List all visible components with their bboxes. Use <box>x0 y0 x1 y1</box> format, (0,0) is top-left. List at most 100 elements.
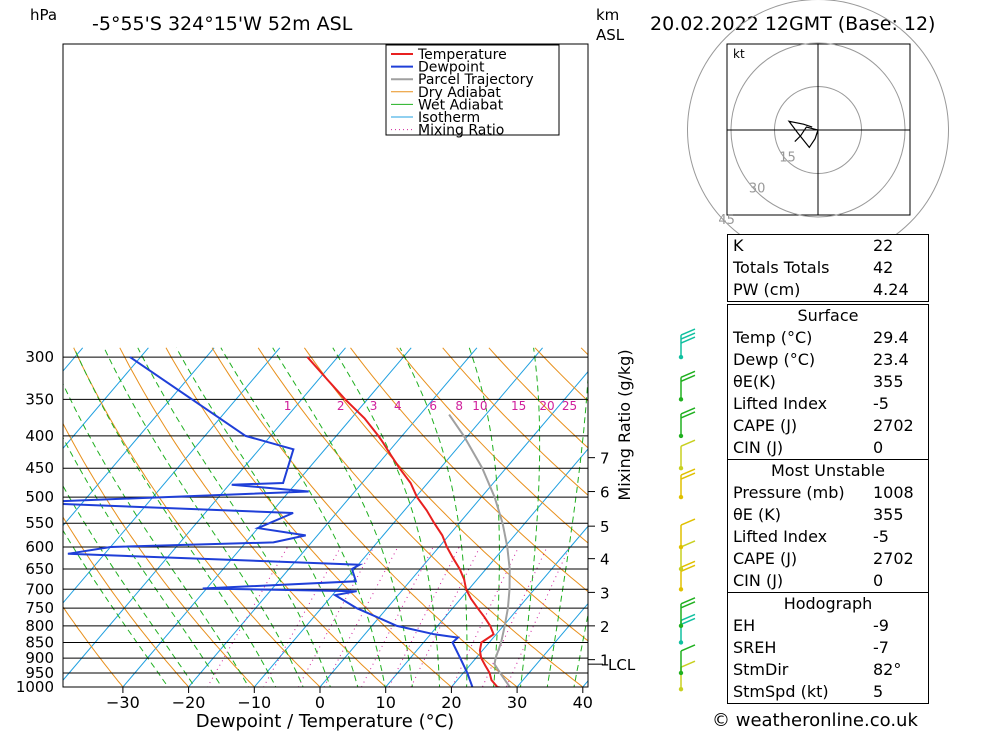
mixing-ratio-label: 25 <box>562 399 577 413</box>
wind-barb-dot <box>678 354 684 360</box>
km-tick-label: 4 <box>600 551 610 569</box>
dewpoint-line <box>63 356 474 687</box>
isotherm-line <box>516 602 588 687</box>
pressure-tick-label: 350 <box>25 390 54 408</box>
mixing-ratio-label: 4 <box>394 399 402 413</box>
dry-adiabat-line <box>303 347 588 642</box>
temp-tick-label: −20 <box>172 693 206 712</box>
pressure-tick-label: 300 <box>25 348 54 366</box>
km-tick-label: 7 <box>600 450 610 468</box>
mu-theta-e-row: θE (K) 355 <box>733 505 904 524</box>
wet-adiabat-line <box>332 347 441 687</box>
wind-barb-dot <box>678 566 684 572</box>
wind-barb-feather <box>680 597 696 605</box>
pressure-tick-label: 500 <box>25 488 54 506</box>
wet-adiabat-line <box>63 529 169 687</box>
mixing-ratio-line <box>481 546 548 687</box>
wind-barb-feather <box>680 336 696 344</box>
mixing-ratio-label: 6 <box>429 399 437 413</box>
wind-barb-dot <box>678 433 684 439</box>
km-tick-label: 3 <box>600 584 610 602</box>
dry-adiabat-line <box>996 348 1000 701</box>
wet-adiabat-line <box>220 347 386 687</box>
wet-adiabat-line <box>175 347 359 687</box>
totals-totals-row: Totals Totals 42 <box>733 258 894 277</box>
sreh-row: SREH -7 <box>733 638 889 657</box>
pw-row: PW (cm) 4.24 <box>733 280 909 299</box>
wind-barbs <box>678 328 696 692</box>
wind-barb-dot <box>678 494 684 500</box>
x-axis-title: Dewpoint / Temperature (°C) <box>196 711 454 732</box>
km-unit-label: km <box>596 6 619 24</box>
legend-wet-adiabat: Wet Adiabat <box>418 97 504 113</box>
legend-mixing-ratio: Mixing Ratio <box>418 123 504 139</box>
pressure-tick-label: 400 <box>25 427 54 445</box>
wind-barb-feather <box>680 601 696 609</box>
stmdir-row: StmDir 82° <box>733 660 902 679</box>
wind-barb-feather <box>680 468 696 476</box>
wind-barb-dot <box>678 686 684 692</box>
mu-pressure-row: Pressure (mb) 1008 <box>733 483 914 502</box>
temp-tick-label: 30 <box>507 693 527 712</box>
most-unstable-table: Most Unstable Pressure (mb) 1008 θE (K) 35… <box>727 459 929 593</box>
legend-dry-adiabat: Dry Adiabat <box>418 85 501 101</box>
wind-barb-dot <box>678 623 684 629</box>
wind-barb-feather <box>680 370 696 379</box>
mixing-ratio-label: 2 <box>337 399 345 413</box>
dry-adiabat-line <box>63 422 255 687</box>
eh-row: EH -9 <box>733 616 889 635</box>
temperature-line <box>306 356 504 687</box>
wind-barb-feather <box>680 439 696 447</box>
wind-barb-dot <box>678 397 684 402</box>
mixing-ratio-label: 8 <box>455 399 463 413</box>
surface-li-row: Lifted Index -5 <box>733 394 889 413</box>
km-tick-label: 5 <box>600 518 610 536</box>
temp-tick-label: 10 <box>376 693 396 712</box>
isotherm-line <box>63 347 346 681</box>
pressure-tick-label: 450 <box>25 459 54 477</box>
stmspd-row: StmSpd (kt) 5 <box>733 682 884 701</box>
legend-temperature: Temperature <box>417 47 507 63</box>
indices-table: K 22 Totals Totals 42 PW (cm) 4.24 <box>727 234 929 302</box>
km-tick-label: 6 <box>600 484 610 502</box>
asl-unit-label: ASL <box>596 26 625 44</box>
mixing-ratio-line <box>263 546 342 687</box>
temp-tick-label: 0 <box>315 693 325 712</box>
dry-adiabat-line <box>119 347 387 687</box>
isotherm-line <box>122 347 412 687</box>
mu-cin-row: CIN (J) 0 <box>733 571 884 590</box>
hodograph-ring-label: 45 <box>718 213 735 228</box>
hodograph-trace <box>787 120 819 149</box>
isotherm-line <box>63 347 215 527</box>
wind-barb-feather <box>680 540 696 548</box>
wind-barb-dot <box>678 640 684 645</box>
wind-barb-feather <box>680 328 696 336</box>
dry-adiabat-line <box>488 347 588 449</box>
wind-barb-feather <box>680 564 696 572</box>
pressure-tick-label: 900 <box>25 649 54 667</box>
isotherm-line <box>385 448 588 687</box>
pressure-tick-label: 850 <box>25 633 54 651</box>
km-tick-label: 2 <box>600 618 610 636</box>
dry-adiabat-line <box>73 347 321 687</box>
hodograph-ring-label: 30 <box>749 182 766 197</box>
surface-temp-row: Temp (°C) 29.4 <box>733 328 909 347</box>
dry-adiabat-line <box>442 347 588 496</box>
wet-adiabat-line <box>573 612 588 687</box>
mixing-ratio-label: 20 <box>539 399 554 413</box>
pressure-tick-label: 650 <box>25 560 54 578</box>
pressure-tick-label: 950 <box>25 664 54 682</box>
mu-cape-row: CAPE (J) 2702 <box>733 549 914 568</box>
surface-dewp-row: Dewp (°C) 23.4 <box>733 350 909 369</box>
temp-tick-label: 40 <box>573 693 593 712</box>
dry-adiabat-line <box>63 516 190 687</box>
hodograph-ring-label: 15 <box>779 150 796 165</box>
legend-parcel: Parcel Trajectory <box>418 72 534 88</box>
dry-adiabat-line <box>257 347 584 687</box>
wet-adiabat-line <box>103 347 304 687</box>
wind-barb-feather <box>680 644 696 652</box>
temp-tick-label: −30 <box>106 693 140 712</box>
wind-barb-dot <box>678 670 684 676</box>
wet-adiabat-line <box>63 382 250 687</box>
